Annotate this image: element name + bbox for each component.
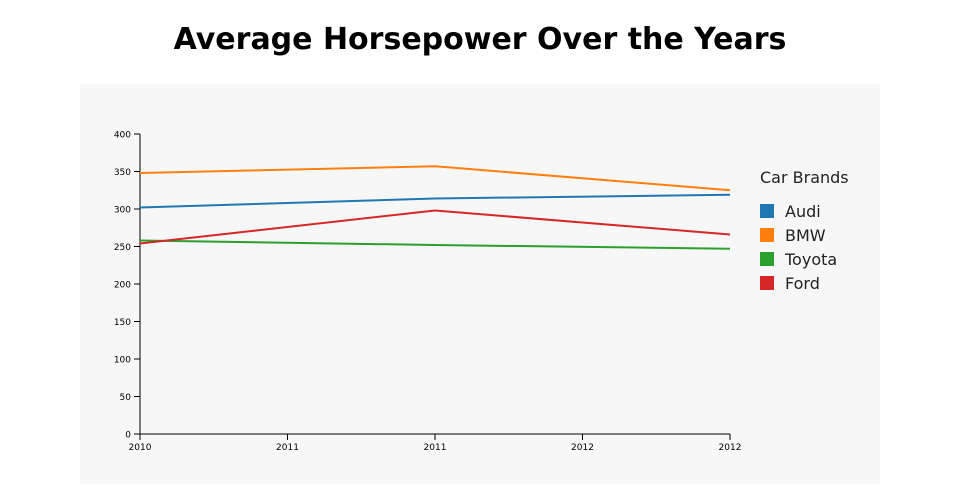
series-line-toyota — [139, 239, 731, 250]
legend-swatch — [760, 276, 774, 290]
legend-label: Toyota — [785, 249, 838, 269]
y-tick-label: 400 — [114, 131, 131, 141]
y-tick-label: 300 — [114, 206, 131, 216]
x-tick-label: 2011 — [276, 443, 299, 453]
legend-items: Audi BMW Toyota Ford — [760, 199, 870, 295]
y-tick-label: 250 — [114, 243, 131, 253]
legend: Car Brands Audi BMW Toyota Ford — [760, 168, 870, 295]
x-tick-label: 2012 — [719, 443, 742, 453]
legend-swatch — [760, 228, 774, 242]
y-tick-label: 150 — [114, 318, 131, 328]
chart-title: Average Horsepower Over the Years — [173, 22, 787, 57]
legend-item-bmw: BMW — [760, 223, 870, 247]
chart-panel — [80, 84, 880, 484]
series-line-audi — [139, 193, 731, 209]
legend-item-ford: Ford — [760, 271, 870, 295]
series-line-bmw — [139, 165, 731, 192]
series-line-ford — [139, 209, 731, 245]
x-tick-label: 2012 — [571, 443, 594, 453]
legend-item-audi: Audi — [760, 199, 870, 223]
x-tick-label: 2011 — [424, 443, 447, 453]
x-tick-label: 2010 — [129, 443, 152, 453]
legend-label: Ford — [785, 273, 820, 293]
y-tick-label: 200 — [114, 281, 131, 291]
chart-plot: 0 50 100 150 200 250 300 350 400 2010 2011 2011 2012… — [114, 131, 742, 454]
legend-swatch — [760, 204, 774, 218]
legend-label: BMW — [785, 225, 826, 245]
legend-title: Car Brands — [760, 168, 849, 187]
y-tick-label: 100 — [114, 356, 131, 366]
y-tick-label: 50 — [120, 393, 132, 403]
legend-item-toyota: Toyota — [760, 247, 870, 271]
legend-label: Audi — [785, 201, 821, 221]
y-tick-label: 0 — [125, 431, 131, 441]
y-tick-label: 350 — [114, 168, 131, 178]
legend-swatch — [760, 252, 774, 266]
